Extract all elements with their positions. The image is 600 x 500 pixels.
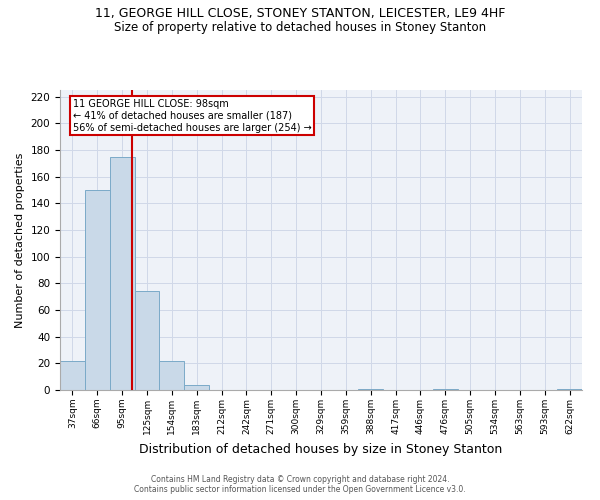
Y-axis label: Number of detached properties: Number of detached properties: [15, 152, 25, 328]
Bar: [557, 388, 582, 390]
Bar: [60, 360, 85, 390]
Bar: [184, 384, 209, 390]
Bar: [110, 156, 134, 390]
Text: Contains HM Land Registry data © Crown copyright and database right 2024.
Contai: Contains HM Land Registry data © Crown c…: [134, 474, 466, 494]
Bar: [433, 388, 458, 390]
Bar: [358, 388, 383, 390]
Text: Size of property relative to detached houses in Stoney Stanton: Size of property relative to detached ho…: [114, 21, 486, 34]
Bar: [85, 190, 110, 390]
Text: 11, GEORGE HILL CLOSE, STONEY STANTON, LEICESTER, LE9 4HF: 11, GEORGE HILL CLOSE, STONEY STANTON, L…: [95, 8, 505, 20]
Bar: [160, 360, 184, 390]
Text: Distribution of detached houses by size in Stoney Stanton: Distribution of detached houses by size …: [139, 442, 503, 456]
Text: 11 GEORGE HILL CLOSE: 98sqm
← 41% of detached houses are smaller (187)
56% of se: 11 GEORGE HILL CLOSE: 98sqm ← 41% of det…: [73, 100, 311, 132]
Bar: [134, 292, 160, 390]
